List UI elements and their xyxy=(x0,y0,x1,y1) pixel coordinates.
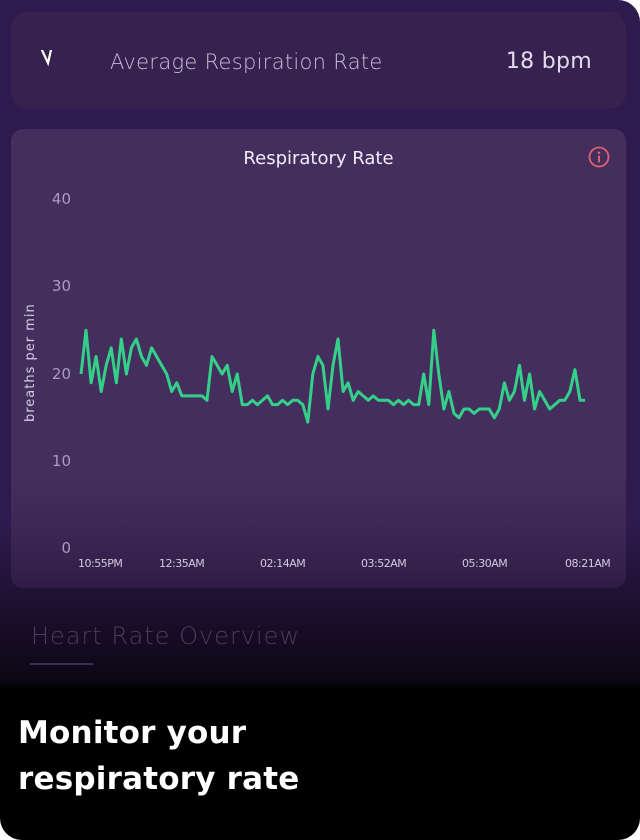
x-tick: 05:30AM xyxy=(462,557,508,570)
y-tick: 40 xyxy=(51,190,71,208)
x-tick: 03:52AM xyxy=(361,557,407,570)
x-tick: 12:35AM xyxy=(159,557,205,570)
chart-title: Respiratory Rate xyxy=(243,148,394,169)
promo-caption: Monitor your respiratory rate xyxy=(18,710,299,802)
caption-line-2: respiratory rate xyxy=(18,761,300,797)
y-tick: 30 xyxy=(51,277,71,295)
respiratory-rate-series xyxy=(79,328,585,424)
y-tick: 0 xyxy=(61,539,71,557)
respiratory-rate-line-plot xyxy=(79,328,585,424)
x-tick: 08:21AM xyxy=(565,557,611,570)
average-respiration-label: Average Respiration Rate xyxy=(110,50,383,74)
caption-line-1: Monitor your xyxy=(18,715,247,751)
x-tick: 02:14AM xyxy=(260,557,306,570)
average-respiration-value: 18 bpm xyxy=(505,49,592,74)
heading-underline xyxy=(30,663,93,665)
y-tick: 10 xyxy=(51,452,71,470)
info-icon[interactable] xyxy=(588,146,610,168)
respiratory-rate-chart-card: Respiratory Rate breaths per min 40 30 2… xyxy=(11,129,626,588)
x-tick: 10:55PM xyxy=(78,557,123,570)
heart-rate-overview-heading[interactable]: Heart Rate Overview xyxy=(31,622,301,650)
y-axis-label: breaths per min xyxy=(23,303,38,422)
average-respiration-card[interactable]: Average Respiration Rate 18 bpm xyxy=(11,12,626,109)
pulse-icon xyxy=(41,50,53,67)
y-tick: 20 xyxy=(51,365,71,383)
